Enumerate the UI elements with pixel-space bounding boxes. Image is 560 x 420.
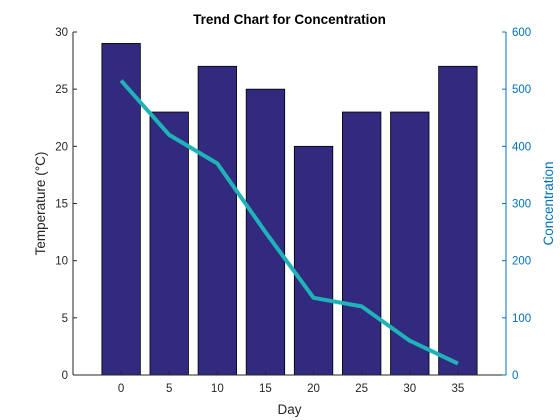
line-series (119, 79, 459, 366)
left-y-ticks: 0 5 10 15 20 25 30 (55, 27, 77, 382)
bar-10 (197, 65, 237, 376)
left-y-tick-label: 25 (55, 84, 68, 96)
bar-5 (149, 111, 189, 376)
left-y-tick-label: 15 (55, 199, 68, 211)
right-y-axis-label: Concentration (541, 161, 556, 245)
right-y-tick-label: 100 (512, 313, 531, 325)
right-y-tick-label: 500 (512, 84, 531, 96)
x-axis-label: Day (277, 402, 301, 417)
bar-20 (293, 145, 334, 376)
left-y-tick-label: 10 (55, 256, 68, 268)
x-tick-label: 5 (166, 383, 172, 395)
x-tick-label: 35 (451, 383, 464, 395)
x-tick-label: 15 (259, 383, 272, 395)
left-y-tick-label: 30 (55, 27, 68, 39)
left-y-tick-label: 5 (62, 313, 68, 325)
chart-title: Trend Chart for Concentration (193, 12, 386, 27)
right-y-tick-label: 600 (512, 27, 531, 39)
bar-series (101, 43, 478, 376)
left-y-axis-label: Temperature (°C) (33, 152, 48, 256)
right-y-tick-label: 200 (512, 256, 531, 268)
x-tick-label: 20 (307, 383, 320, 395)
x-tick-label: 10 (211, 383, 224, 395)
right-y-ticks: 0 100 200 300 400 500 600 (502, 27, 531, 382)
x-tick-label: 0 (118, 383, 124, 395)
bar-0 (101, 43, 141, 376)
right-y-tick-label: 0 (512, 370, 518, 382)
right-y-tick-label: 400 (512, 141, 531, 153)
left-y-tick-label: 0 (62, 370, 68, 382)
concentration-line (119, 79, 459, 366)
right-y-tick-label: 300 (512, 199, 531, 211)
bar-35 (438, 65, 478, 376)
bar-25 (342, 111, 382, 376)
bar-30 (390, 111, 430, 376)
x-tick-label: 25 (355, 383, 368, 395)
x-ticks: 0 5 10 15 20 25 30 35 (118, 371, 464, 395)
x-tick-label: 30 (403, 383, 416, 395)
left-y-tick-label: 20 (55, 141, 68, 153)
